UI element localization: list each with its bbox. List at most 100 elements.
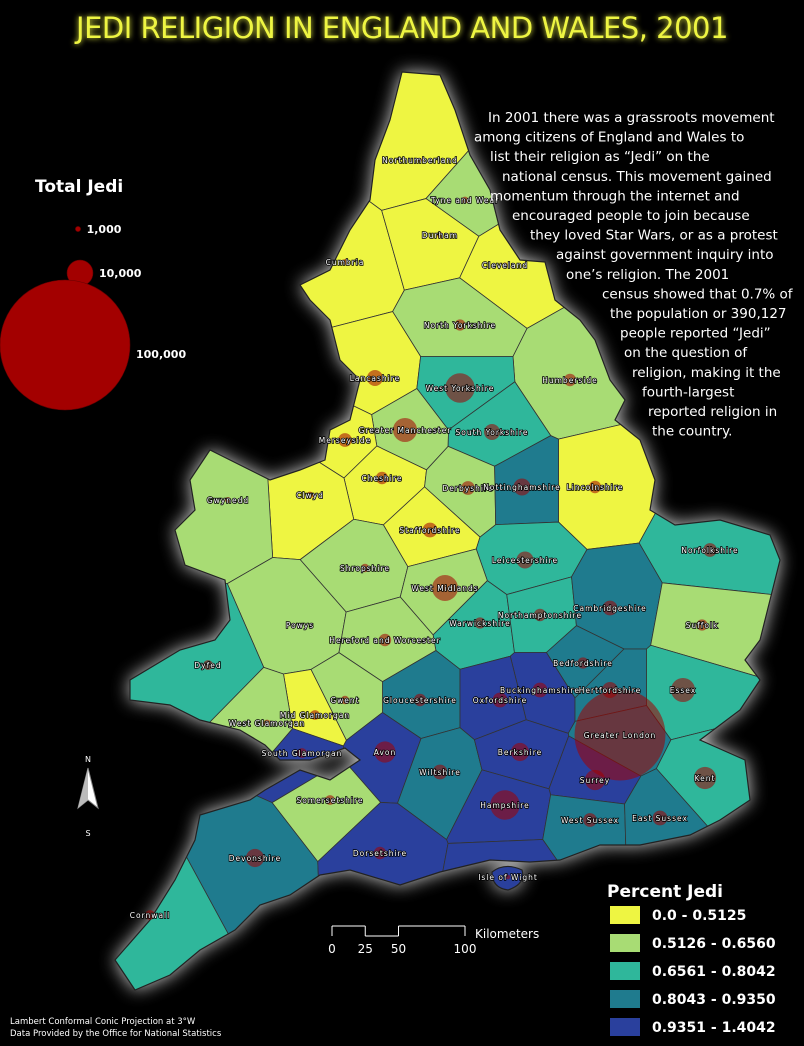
county-label: Isle of Wight [478, 873, 538, 882]
jedi-bubble [652, 810, 668, 826]
jedi-bubble [338, 433, 352, 447]
jedi-bubble [298, 623, 302, 627]
jedi-bubble [461, 196, 469, 204]
description-line: people reported “Jedi” [620, 326, 771, 342]
description-line: list their religion as “Jedi” on the [490, 149, 710, 165]
description-line: the country. [652, 424, 732, 440]
county-label: Staffordshire [399, 526, 460, 535]
bubbles [145, 157, 717, 920]
jedi-bubble [367, 370, 383, 386]
jedi-bubble [417, 157, 423, 163]
county-label: Greater Manchester [359, 426, 452, 435]
county-label: Hampshire [480, 801, 530, 810]
jedi-bubble [360, 563, 370, 573]
county-label: Nottinghamshire [483, 483, 561, 492]
class-swatch [610, 1018, 640, 1036]
jedi-bubble [432, 764, 448, 780]
county-label: Lincolnshire [567, 483, 624, 492]
county-label: Clwyd [296, 491, 324, 500]
county-label: Humberside [542, 376, 598, 385]
description-line: fourth-largest [642, 384, 734, 400]
jedi-bubble [310, 710, 320, 720]
county-label: Surrey [580, 776, 610, 785]
jedi-bubble [670, 677, 696, 703]
county-label: Wiltshire [419, 768, 461, 777]
class-legend: 0.0 - 0.5125 0.5126 - 0.6560 0.6561 - 0.80… [610, 906, 776, 1036]
description-line: national census. This movement gained [502, 169, 772, 185]
coastline [114, 71, 781, 991]
county-label: South Yorkshire [455, 428, 528, 437]
jedi-bubble [342, 259, 348, 265]
description-line: encouraged people to join because [512, 208, 750, 224]
size-legend-title: Total Jedi [35, 177, 123, 197]
jedi-bubble [532, 682, 548, 698]
county-label: Mid Glamorgan [280, 711, 350, 720]
jedi-bubble [516, 551, 534, 569]
county-label: Cambridgeshire [573, 604, 646, 613]
county-label: West Glamorgan [229, 719, 305, 728]
county-label: Suffolk [686, 621, 719, 630]
size-legend-label: 100,000 [136, 348, 186, 361]
description-line: reported religion in [648, 404, 777, 420]
county-label: Essex [670, 686, 696, 695]
jedi-bubble [583, 813, 597, 827]
description-line: the population or 390,127 [610, 306, 787, 322]
county-label: Leicestershire [492, 556, 558, 565]
class-legend-title: Percent Jedi [607, 882, 723, 902]
county-label: Bedfordshire [553, 659, 613, 668]
class-swatch [610, 962, 640, 980]
jedi-bubble [490, 790, 520, 820]
scale-tick-label: 0 [328, 942, 336, 956]
footnote: Data Provided by the Office for National… [10, 1029, 222, 1039]
compass-shade [78, 768, 88, 808]
jedi-bubble [422, 522, 438, 538]
jedi-bubble [374, 741, 396, 763]
jedi-bubble [306, 491, 314, 499]
county-label: Warwickshire [449, 619, 511, 628]
jedi-bubble [696, 619, 708, 631]
description-line: In 2001 there was a grassroots movement [488, 110, 775, 126]
jedi-bubble [588, 480, 602, 494]
county-label: Lancashire [350, 374, 401, 383]
description-line: census showed that 0.7% of [602, 286, 794, 302]
county-label: Durham [422, 231, 458, 240]
county-label: Hereford and Worcester [329, 636, 440, 645]
county-label: Gwynedd [207, 496, 249, 505]
jedi-bubble [378, 633, 392, 647]
scale-tick-label: 50 [391, 942, 406, 956]
title: JEDI RELIGION IN ENGLAND AND WALES, 2001 [74, 11, 728, 45]
county-label: South Glamorgan [262, 749, 343, 758]
size-legend-circle [0, 279, 131, 411]
class-label: 0.5126 - 0.6560 [652, 936, 776, 952]
county-label: Norfolkshire [681, 546, 738, 555]
compass-south: S [85, 829, 90, 838]
jedi-bubble [445, 373, 475, 403]
jedi-bubble [437, 232, 443, 238]
size-legend-label: 1,000 [87, 223, 122, 236]
description-line: against government inquiry into [556, 247, 774, 263]
jedi-bubble [703, 543, 717, 557]
jedi-bubble [454, 319, 466, 331]
county-label: Greater London [584, 731, 656, 740]
county-label: Devonshire [229, 854, 281, 863]
county-label: Berkshire [498, 748, 542, 757]
class-swatch [610, 906, 640, 924]
jedi-bubble [461, 481, 475, 495]
size-legend-circle [75, 226, 81, 232]
size-legend: 1,000 10,000 100,000 [0, 223, 186, 411]
class-label: 0.8043 - 0.9350 [652, 992, 776, 1008]
county-label: Gloucestershire [383, 696, 457, 705]
jedi-bubble [505, 874, 511, 880]
jedi-bubble [263, 719, 271, 727]
county-label: West Yorkshire [426, 384, 495, 393]
jedi-bubble [375, 471, 389, 485]
jedi-bubble [574, 689, 666, 781]
jedi-bubble [373, 846, 387, 860]
county-labels: Northumberland Tyne and Wear Cumbria Durham… [129, 155, 738, 921]
jedi-bubble [325, 795, 335, 805]
county-label: Buckinghamshire [500, 686, 580, 695]
jedi-bubble [297, 748, 307, 758]
class-label: 0.0 - 0.5125 [652, 908, 746, 924]
jedi-bubble [502, 262, 508, 268]
